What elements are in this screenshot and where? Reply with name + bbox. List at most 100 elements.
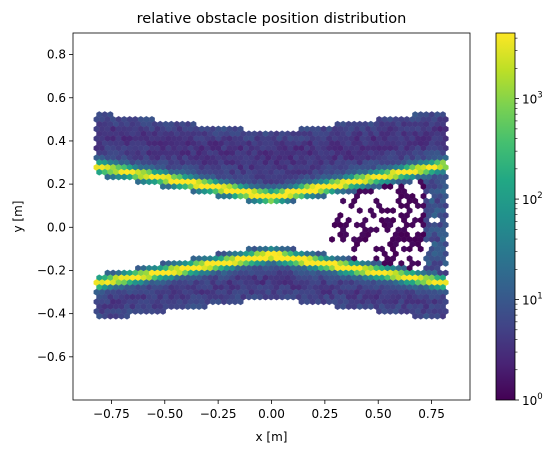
hexbin-cell [284,293,291,301]
hexbin-cell [417,245,424,253]
hexbin-cell [143,308,150,315]
hexbin-cell [190,188,197,195]
hexbin-cell [201,188,208,195]
y-tick-label: 0.2 [47,177,66,191]
chart-title: relative obstacle position distribution [137,11,407,27]
hexbin-cell [290,197,297,205]
hexbin-cell [168,303,175,310]
y-tick-label: −0.4 [37,307,66,321]
hexbin-cell [387,183,394,190]
x-tick-label: 0.75 [418,407,445,421]
hexbin-cell [101,312,108,320]
hexbin-cell [154,308,161,315]
x-tick-label: −0.50 [146,407,183,421]
hexbin-cell [412,312,419,320]
hexbin-cell [207,188,214,195]
hexbin-cell [279,293,286,301]
hexbin-cell [320,298,327,306]
x-tick-label: 0.50 [365,407,392,421]
y-tick-label: 0.4 [47,134,66,148]
hexbin-cell [406,245,413,253]
hexbin-cell [173,303,180,310]
hexbin-cell [232,192,238,200]
hexbin-cell [381,183,388,190]
hexbin-cell [298,192,305,200]
plot-frame [72,32,471,401]
y-tick-label: −0.2 [37,263,66,277]
hexbin-cell [251,197,258,205]
hexbin-cell [434,312,441,320]
hexbin-cell [373,226,380,234]
hexbin-cell [309,192,316,200]
hexbin-cell [381,308,388,315]
colorbar-tick-label: 100 [522,392,543,408]
hexbin-cell [121,173,128,181]
colorbar-tick-label: 101 [522,292,543,308]
hexbin-cell [439,312,446,320]
hexbin-cell [257,197,263,205]
hexbin-cell [215,298,222,306]
hexbin-cell [160,308,166,315]
hexbin-cell [345,303,352,310]
colorbar-tick-label: 102 [522,191,543,207]
hexbin-cells [93,111,449,320]
hexbin-cell [331,221,338,229]
hexbin-cell [362,188,369,195]
hexbin-cell [348,202,355,210]
hexbin-cell [273,293,280,301]
hexbin-cell [226,298,233,306]
hexbin-cell [409,221,416,229]
hexbin-cell [160,183,166,190]
hexbin-cell [403,308,410,315]
hexbin-cell [309,298,316,306]
hexbin-cell [196,303,202,310]
x-tick-label: 0.25 [312,407,339,421]
hexbin-cell [196,188,202,195]
y-tick-label: −0.6 [37,350,66,364]
colorbar [495,32,516,401]
hexbin-cell [329,188,335,195]
hexbin-cell [132,308,139,315]
hexbin-cell [209,298,216,306]
y-axis-title: y [m] [11,201,25,233]
hexbin-cell [221,298,227,306]
y-tick-label: 0.0 [47,220,66,234]
hexbin-cell [268,197,274,205]
hexbin-cell [367,188,374,195]
hexbin-cell [237,192,244,200]
y-axis: −0.6 −0.4 −0.2 0.0 0.2 0.4 0.6 0.8 [37,48,73,364]
hexbin-cell [334,188,341,195]
y-tick-label: 0.6 [47,91,66,105]
hexbin-cell [351,303,358,310]
hexbin-cell [151,178,158,186]
hexbin-cell [262,293,269,301]
hexbin-cell [378,207,385,214]
hexbin-cell [376,183,383,190]
hexbin-cell [279,197,286,205]
hexbin-cell [284,197,291,205]
hexbin-cell [329,236,335,243]
hexbin-cell [140,178,147,186]
hexbin-cell [268,293,274,301]
hexbin-cell [273,197,280,205]
hexbin-cell [290,293,297,301]
hexbin-cell [251,293,258,301]
hexbin-cell [384,207,391,214]
hexbin-cell [326,298,333,306]
hexbin-cell [148,308,155,315]
hexbin-cell [221,192,227,200]
hexbin-cell [179,303,186,310]
hexbin-cell [362,236,369,243]
hexbin-cell [245,293,252,301]
hexbin-cell [390,207,396,214]
hexbin-cell [304,298,311,306]
hexbin-cell [171,183,178,190]
hexbin-cell [201,303,208,310]
hexbin-cell [370,212,377,219]
hexbin-cell [176,183,183,190]
x-axis: −0.75 −0.50 −0.25 0.00 0.25 0.50 0.75 [93,400,445,421]
hexbin-cell [356,207,363,214]
hexbin-cell [362,303,369,310]
hexbin-cell [376,308,383,315]
